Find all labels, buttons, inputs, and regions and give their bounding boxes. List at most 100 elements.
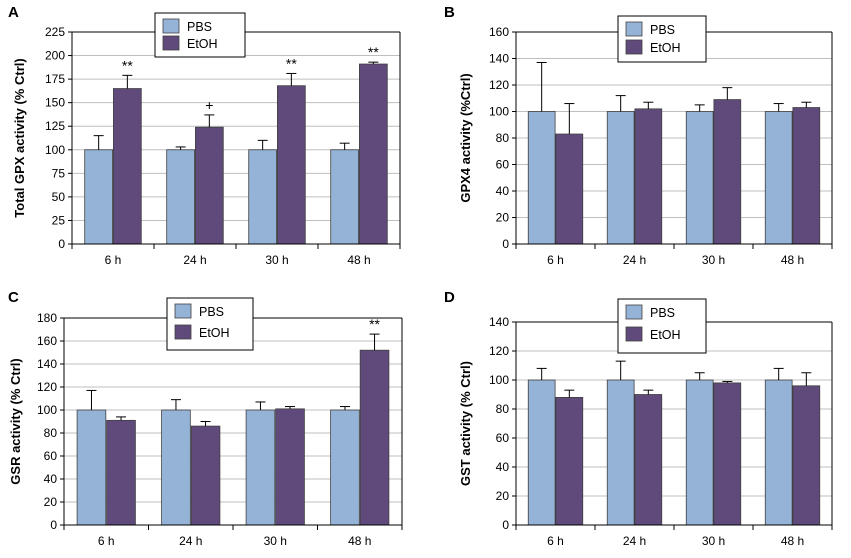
y-tick-label: 100 (37, 403, 57, 417)
x-tick-label: 6 h (105, 253, 122, 267)
bar-pbs (161, 409, 191, 526)
bar-etoh (277, 85, 306, 245)
y-tick-label: 100 (489, 373, 509, 387)
y-tick-label: 0 (58, 237, 65, 251)
legend-label: EtOH (650, 41, 681, 55)
panel-c-chart: C 0 20 40 60 80 100 120 140 160 180 6 h 24 h 30 h ** 48… (8, 289, 403, 548)
significance-marker: ** (368, 44, 379, 60)
y-axis-label: GSR activity (% Ctrl) (8, 358, 23, 484)
x-tick-label: 30 h (702, 534, 725, 548)
y-tick-label: 225 (45, 25, 65, 39)
bar-pbs (527, 111, 556, 245)
x-tick-label: 6 h (547, 253, 564, 267)
y-tick-label: 50 (52, 190, 66, 204)
legend-label: PBS (187, 20, 212, 34)
bar-etoh (113, 88, 142, 245)
legend-label: PBS (650, 23, 675, 37)
legend-swatch (174, 303, 192, 319)
y-tick-label: 125 (45, 119, 65, 133)
bar-pbs (330, 149, 359, 245)
y-tick-label: 140 (489, 315, 509, 329)
panel-letter: B (444, 4, 455, 21)
x-tick-label: 24 h (623, 534, 646, 548)
y-tick-label: 100 (489, 105, 509, 119)
bar-etoh (190, 425, 221, 526)
y-tick-label: 60 (44, 449, 58, 463)
y-tick-label: 60 (496, 431, 510, 445)
x-tick-label: 30 h (264, 534, 287, 548)
panel-d-chart: D 0 20 40 60 80 100 120 140 6 h 24 h 30 h 48 h GST ac… (444, 289, 833, 548)
bar-etoh (555, 396, 584, 526)
y-tick-label: 160 (489, 25, 509, 39)
x-tick-label: 6 h (547, 534, 564, 548)
bar-pbs (84, 149, 113, 245)
bar-pbs (764, 111, 793, 245)
bar-pbs (606, 111, 635, 245)
bar-pbs (685, 111, 714, 245)
legend-swatch (625, 21, 643, 37)
legend-swatch (625, 39, 643, 55)
bar-pbs (166, 149, 195, 245)
significance-marker: ** (369, 316, 380, 332)
bar-pbs (685, 379, 714, 526)
y-tick-label: 0 (50, 518, 57, 532)
y-tick-label: 120 (37, 380, 57, 394)
y-tick-label: 40 (496, 184, 510, 198)
y-tick-label: 120 (489, 78, 509, 92)
y-tick-label: 20 (44, 495, 58, 509)
panel-b-chart: B 0 20 40 60 80 100 120 140 160 6 h 24 h 30 h 48 h GPX… (444, 4, 833, 267)
y-tick-label: 60 (496, 158, 510, 172)
y-tick-label: 175 (45, 72, 65, 86)
legend-label: PBS (199, 305, 224, 319)
y-axis-label: GST activity (% Ctrl) (458, 361, 473, 486)
bar-pbs (248, 149, 277, 245)
bar-etoh (634, 108, 663, 245)
panel-letter: A (8, 4, 19, 21)
x-tick-label: 48 h (781, 534, 804, 548)
bar-pbs (330, 409, 360, 526)
y-tick-label: 100 (45, 143, 65, 157)
y-tick-label: 20 (496, 211, 510, 225)
bar-pbs (245, 409, 276, 526)
y-tick-label: 0 (502, 237, 509, 251)
x-tick-label: 30 h (265, 253, 288, 267)
significance-marker: ** (122, 57, 133, 73)
y-axis-label: GPX4 activity (%Ctrl) (458, 73, 473, 202)
x-tick-label: 48 h (348, 534, 371, 548)
legend-label: PBS (650, 306, 675, 320)
y-tick-label: 180 (37, 311, 57, 325)
x-tick-label: 48 h (347, 253, 370, 267)
bar-etoh (555, 133, 584, 245)
y-tick-label: 80 (44, 426, 58, 440)
legend-label: EtOH (187, 37, 218, 51)
bar-etoh (792, 107, 821, 245)
y-tick-label: 0 (502, 518, 509, 532)
y-tick-label: 75 (52, 166, 66, 180)
bar-etoh (359, 63, 388, 245)
bar-etoh (792, 385, 821, 526)
significance-marker: ** (286, 55, 297, 71)
bar-etoh (634, 394, 663, 526)
legend-swatch (174, 324, 192, 340)
bar-etoh (713, 382, 742, 526)
bar-etoh (275, 408, 305, 526)
y-axis-label: Total GPX activity (% Ctrl) (12, 58, 27, 217)
y-tick-label: 25 (52, 213, 66, 227)
x-tick-label: 24 h (183, 253, 206, 267)
y-tick-label: 200 (45, 49, 65, 63)
y-tick-label: 120 (489, 344, 509, 358)
y-tick-label: 140 (37, 357, 57, 371)
x-tick-label: 6 h (98, 534, 115, 548)
bar-pbs (76, 409, 107, 526)
legend-swatch (625, 326, 643, 342)
y-tick-label: 40 (44, 472, 58, 486)
legend-label: EtOH (199, 326, 230, 340)
panel-letter: C (8, 289, 19, 306)
x-tick-label: 30 h (702, 253, 725, 267)
panel-a-chart: A 0 25 50 75 100 125 150 175 200 225 ** 6 h +24 h ** 30… (8, 4, 401, 267)
y-tick-label: 140 (489, 52, 509, 66)
x-tick-label: 48 h (781, 253, 804, 267)
bar-etoh (195, 126, 224, 245)
panel-letter: D (444, 289, 455, 306)
